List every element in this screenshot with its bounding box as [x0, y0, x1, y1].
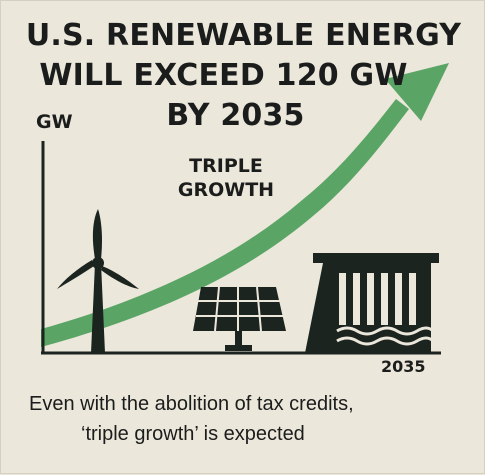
axis-unit-label: GW: [36, 111, 73, 133]
growth-arrow-icon: [41, 63, 449, 347]
caption-line-1: Even with the abolition of tax credits,: [29, 393, 354, 415]
wind-turbine-icon: [57, 209, 139, 353]
headline-line-2: WILL EXCEED 120 GW: [39, 58, 408, 93]
triple-growth-label: TRIPLE GROWTH: [177, 155, 275, 201]
headline-line-3: BY 2035: [166, 98, 305, 133]
caption-line-2: ‘triple growth’ is expected: [81, 423, 305, 445]
headline-line-1: U.S. RENEWABLE ENERGY: [25, 18, 462, 53]
year-label: 2035: [381, 357, 426, 376]
hydro-dam-icon: [305, 253, 439, 353]
solar-panel-icon: [193, 286, 286, 351]
